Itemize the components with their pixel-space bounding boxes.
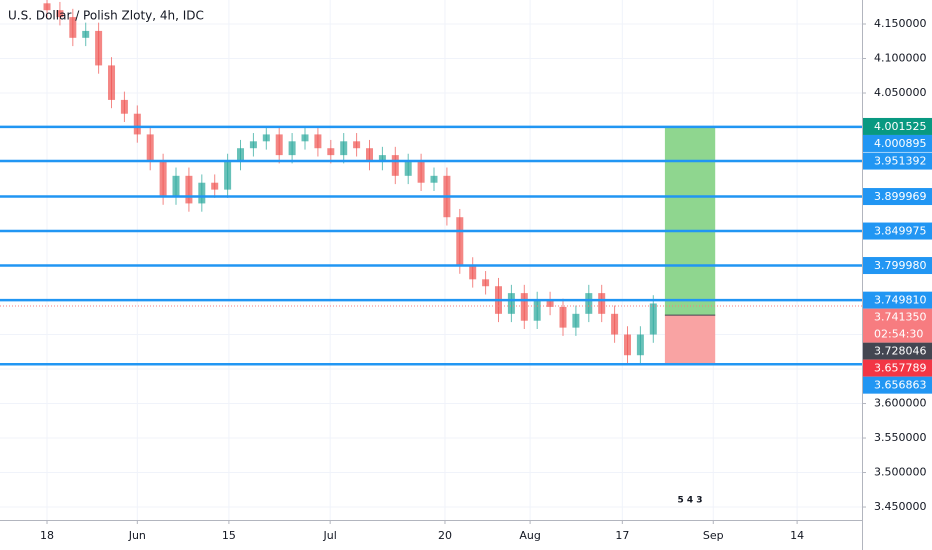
price-label: 3.849975 <box>874 225 927 238</box>
candle-body <box>507 293 515 314</box>
x-tick-label: Sep <box>703 529 724 542</box>
candle-body <box>585 293 593 314</box>
y-tick-label: 3.500000 <box>874 466 927 479</box>
candle-body <box>224 162 232 190</box>
position-target-zone <box>664 126 716 316</box>
candle-body <box>185 175 193 204</box>
candle-body <box>249 141 257 149</box>
candle-body <box>623 334 631 356</box>
candle-body <box>211 182 219 190</box>
y-tick-label: 4.050000 <box>874 86 927 99</box>
candle-body <box>598 293 606 314</box>
candle-body <box>69 17 77 38</box>
candle-body <box>43 3 51 11</box>
price-label: 3.741350 <box>874 311 927 324</box>
price-label-bg <box>863 308 932 343</box>
y-tick-label: 4.100000 <box>874 52 927 65</box>
y-tick-label: 3.450000 <box>874 500 927 513</box>
price-label: 3.657789 <box>874 362 927 375</box>
candle-body <box>340 141 348 156</box>
candle-body <box>636 334 644 356</box>
candle-body <box>366 148 374 163</box>
price-label-bg <box>863 222 932 240</box>
price-label: 3.899969 <box>874 190 927 203</box>
candle-body <box>353 141 361 149</box>
candle-body <box>417 162 425 183</box>
price-label: 3.656863 <box>874 379 927 392</box>
candle-body <box>95 30 103 66</box>
price-label-bg <box>863 342 932 360</box>
candle-body <box>404 162 412 176</box>
price-label: 3.728046 <box>874 345 927 358</box>
price-label: 3.951392 <box>874 155 927 168</box>
price-label-bg <box>863 117 932 135</box>
candle-body <box>546 300 554 307</box>
price-label-bg <box>863 376 932 394</box>
candle-body <box>482 279 490 287</box>
candle-body <box>288 141 296 156</box>
y-tick-label: 3.550000 <box>874 431 927 444</box>
candle-body <box>469 265 477 280</box>
x-tick-label: 18 <box>40 529 54 542</box>
candle-body <box>237 148 245 163</box>
price-label-bg <box>863 359 932 377</box>
candle-body <box>146 134 154 163</box>
candle-body <box>262 134 270 142</box>
price-label: 3.749810 <box>874 294 927 307</box>
price-label: 4.000895 <box>874 137 927 150</box>
candle-body <box>301 134 309 142</box>
candle-body <box>611 313 619 335</box>
candle-body <box>649 303 657 335</box>
x-tick-label: 17 <box>615 529 629 542</box>
price-label: 4.001525 <box>874 120 927 133</box>
x-tick-label: Aug <box>519 529 540 542</box>
candle-body <box>198 182 206 204</box>
x-tick-label: 14 <box>790 529 804 542</box>
price-label-bg <box>863 188 932 206</box>
candle-body <box>456 217 464 266</box>
logo: 5 4 3 <box>677 496 702 506</box>
candle-body <box>391 155 399 176</box>
position-stop-zone <box>664 315 716 364</box>
candle-body <box>572 313 580 328</box>
candle-body <box>159 162 167 197</box>
candle-body <box>327 148 335 156</box>
countdown: 02:54:30 <box>874 328 923 341</box>
x-tick-label: 20 <box>438 529 452 542</box>
x-tick-label: Jun <box>128 529 146 542</box>
x-tick-label: 15 <box>222 529 236 542</box>
candle-body <box>120 99 128 114</box>
price-label: 3.799980 <box>874 259 927 272</box>
x-tick-label: Jul <box>323 529 337 542</box>
chart-title: U.S. Dollar / Polish Zloty, 4h, IDC <box>8 9 204 23</box>
candle-body <box>172 175 180 197</box>
candle-body <box>108 65 116 100</box>
y-tick-label: 4.150000 <box>874 17 927 30</box>
price-label-bg <box>863 152 932 170</box>
candle-body <box>56 10 64 18</box>
candle-body <box>82 30 90 38</box>
candle-body <box>133 113 141 135</box>
candle-body <box>559 306 567 328</box>
price-label-bg <box>863 134 932 152</box>
candle-body <box>378 155 386 163</box>
candle-body <box>314 134 322 149</box>
candle-body <box>430 175 438 183</box>
price-label-bg <box>863 291 932 309</box>
price-label-bg <box>863 257 932 275</box>
candle-body <box>533 300 541 321</box>
candle-body <box>275 134 283 156</box>
y-tick-label: 3.600000 <box>874 397 927 410</box>
candle-body <box>520 293 528 321</box>
